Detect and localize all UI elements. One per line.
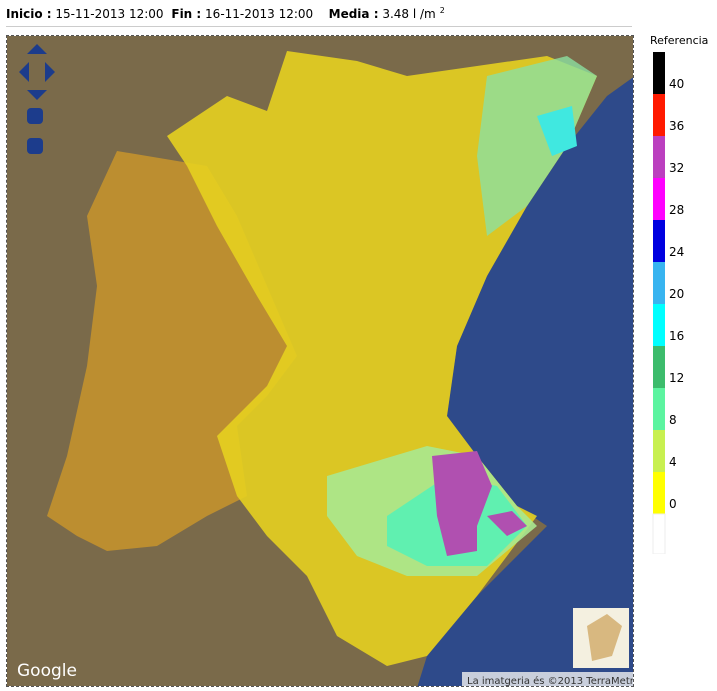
legend-swatch xyxy=(653,430,665,472)
inset-region xyxy=(587,614,622,661)
start-label: Inicio : xyxy=(6,7,52,21)
legend-swatch xyxy=(653,262,665,304)
end-label: Fin : xyxy=(171,7,202,21)
legend-label: 20 xyxy=(669,287,684,301)
legend-label: 24 xyxy=(669,245,684,259)
end: 16-11-2013 12:00 xyxy=(205,7,314,21)
region-cyan xyxy=(537,106,577,156)
legend-label: 36 xyxy=(669,119,684,133)
mean-label: Media : xyxy=(328,7,379,21)
map-canvas: Google La imatgeria és ©2013 TerraMetric… xyxy=(7,36,634,687)
legend-label: 4 xyxy=(669,455,677,469)
legend-swatch xyxy=(653,136,665,178)
legend-label: 8 xyxy=(669,413,677,427)
legend: Referencia 40 36 32 28 24 20 16 12 8 4 0 xyxy=(645,34,715,554)
legend-label: 40 xyxy=(669,77,684,91)
zoom-out[interactable] xyxy=(27,138,43,154)
legend-swatch-base xyxy=(652,513,666,554)
legend-swatch xyxy=(653,304,665,346)
legend-swatch xyxy=(653,346,665,388)
region-purple-2 xyxy=(487,511,527,536)
mean: 3.48 l /m 2 xyxy=(382,6,445,21)
sea xyxy=(417,77,633,686)
legend-label: 28 xyxy=(669,203,684,217)
logo: Google xyxy=(17,661,77,681)
zoom-in[interactable] xyxy=(27,108,43,124)
legend-swatch xyxy=(653,388,665,430)
pan-control[interactable] xyxy=(19,44,55,100)
legend-label: 32 xyxy=(669,161,684,175)
legend-swatch xyxy=(653,472,665,514)
legend-swatch xyxy=(653,178,665,220)
mean-value: 3.48 l /m xyxy=(382,7,436,21)
region-green xyxy=(477,56,597,236)
legend-label: 16 xyxy=(669,329,684,343)
map[interactable]: Google La imatgeria és ©2013 TerraMetric… xyxy=(6,35,634,687)
mean-sup: 2 xyxy=(439,6,445,15)
header: Inicio : 15-11-2013 12:00 Fin : 16-11-20… xyxy=(6,6,632,27)
start: 15-11-2013 12:00 xyxy=(55,7,164,21)
legend-label: 0 xyxy=(669,497,677,511)
legend-swatch xyxy=(653,94,665,136)
region-purple xyxy=(432,451,492,556)
attribution-bg xyxy=(462,672,633,686)
legend-label: 12 xyxy=(669,371,684,385)
legend-swatch xyxy=(653,52,665,94)
legend-title: Referencia xyxy=(650,34,709,47)
attribution: La imatgeria és ©2013 TerraMetrics xyxy=(467,675,634,687)
legend-swatch xyxy=(653,220,665,262)
